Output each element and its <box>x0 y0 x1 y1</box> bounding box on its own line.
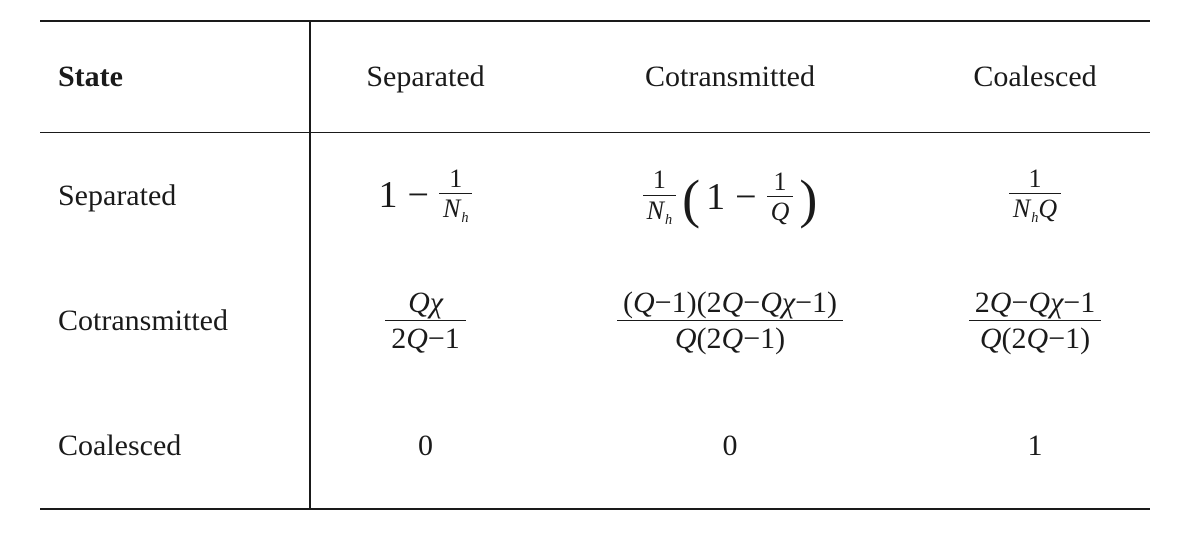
frac-r2c3: 2Q−Qχ−1 Q(2Q−1) <box>969 285 1101 357</box>
row-label-separated: Separated <box>40 133 310 259</box>
cell-r3c2: 0 <box>540 383 920 509</box>
row-label-cotransmitted: Cotransmitted <box>40 258 310 383</box>
row-coalesced: Coalesced 0 0 1 <box>40 383 1150 509</box>
cell-r1c1: 1 − 1 Nh <box>310 133 540 259</box>
frac: 1 Nh <box>439 164 473 227</box>
header-row: State Separated Cotransmitted Coalesced <box>40 21 1150 133</box>
state-header: State <box>40 21 310 133</box>
col-header-cotransmitted: Cotransmitted <box>540 21 920 133</box>
table-container: State Separated Cotransmitted Coalesced … <box>0 0 1188 544</box>
cell-r2c2: (Q−1)(2Q−Qχ−1) Q(2Q−1) <box>540 258 920 383</box>
cell-r2c3: 2Q−Qχ−1 Q(2Q−1) <box>920 258 1150 383</box>
row-cotransmitted: Cotransmitted Qχ 2Q−1 (Q−1)(2Q−Qχ−1) Q(2… <box>40 258 1150 383</box>
row-label-coalesced: Coalesced <box>40 383 310 509</box>
row-separated: Separated 1 − 1 Nh 1 Nh <box>40 133 1150 259</box>
col-header-coalesced: Coalesced <box>920 21 1150 133</box>
minus: − <box>404 176 433 214</box>
col-header-separated: Separated <box>310 21 540 133</box>
transition-matrix-table: State Separated Cotransmitted Coalesced … <box>40 20 1150 510</box>
frac-Qchi-2Qm1: Qχ 2Q−1 <box>385 285 466 357</box>
cell-r3c1: 0 <box>310 383 540 509</box>
frac-1-Q: 1 Q <box>767 167 794 227</box>
frac-1-NhQ: 1 NhQ <box>1009 164 1061 227</box>
one: 1 <box>379 176 398 214</box>
cell-r3c3: 1 <box>920 383 1150 509</box>
cell-r2c1: Qχ 2Q−1 <box>310 258 540 383</box>
cell-r1c3: 1 NhQ <box>920 133 1150 259</box>
frac-big: (Q−1)(2Q−Qχ−1) Q(2Q−1) <box>617 285 843 357</box>
cell-r1c2: 1 Nh ( 1 − 1 Q ) <box>540 133 920 259</box>
frac-1-Nh: 1 Nh <box>643 165 677 228</box>
